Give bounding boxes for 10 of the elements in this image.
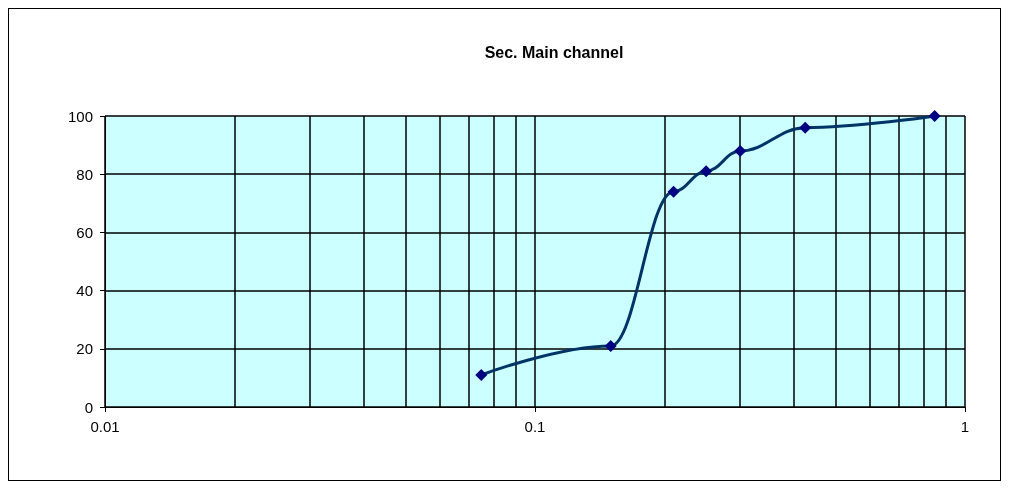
- chart-title: Sec. Main channel: [484, 43, 624, 61]
- y-tick-label: 20: [76, 340, 93, 358]
- x-tick-label: 0.01: [90, 418, 120, 435]
- y-tick-label: 40: [76, 282, 93, 300]
- x-tick-label: 1: [960, 418, 970, 435]
- y-tick-label: 80: [76, 165, 93, 183]
- y-tick-label: 0: [84, 398, 93, 416]
- y-tick-label: 100: [67, 107, 93, 125]
- y-tick-label: 60: [76, 223, 93, 241]
- x-tick-label: 0.1: [524, 418, 546, 435]
